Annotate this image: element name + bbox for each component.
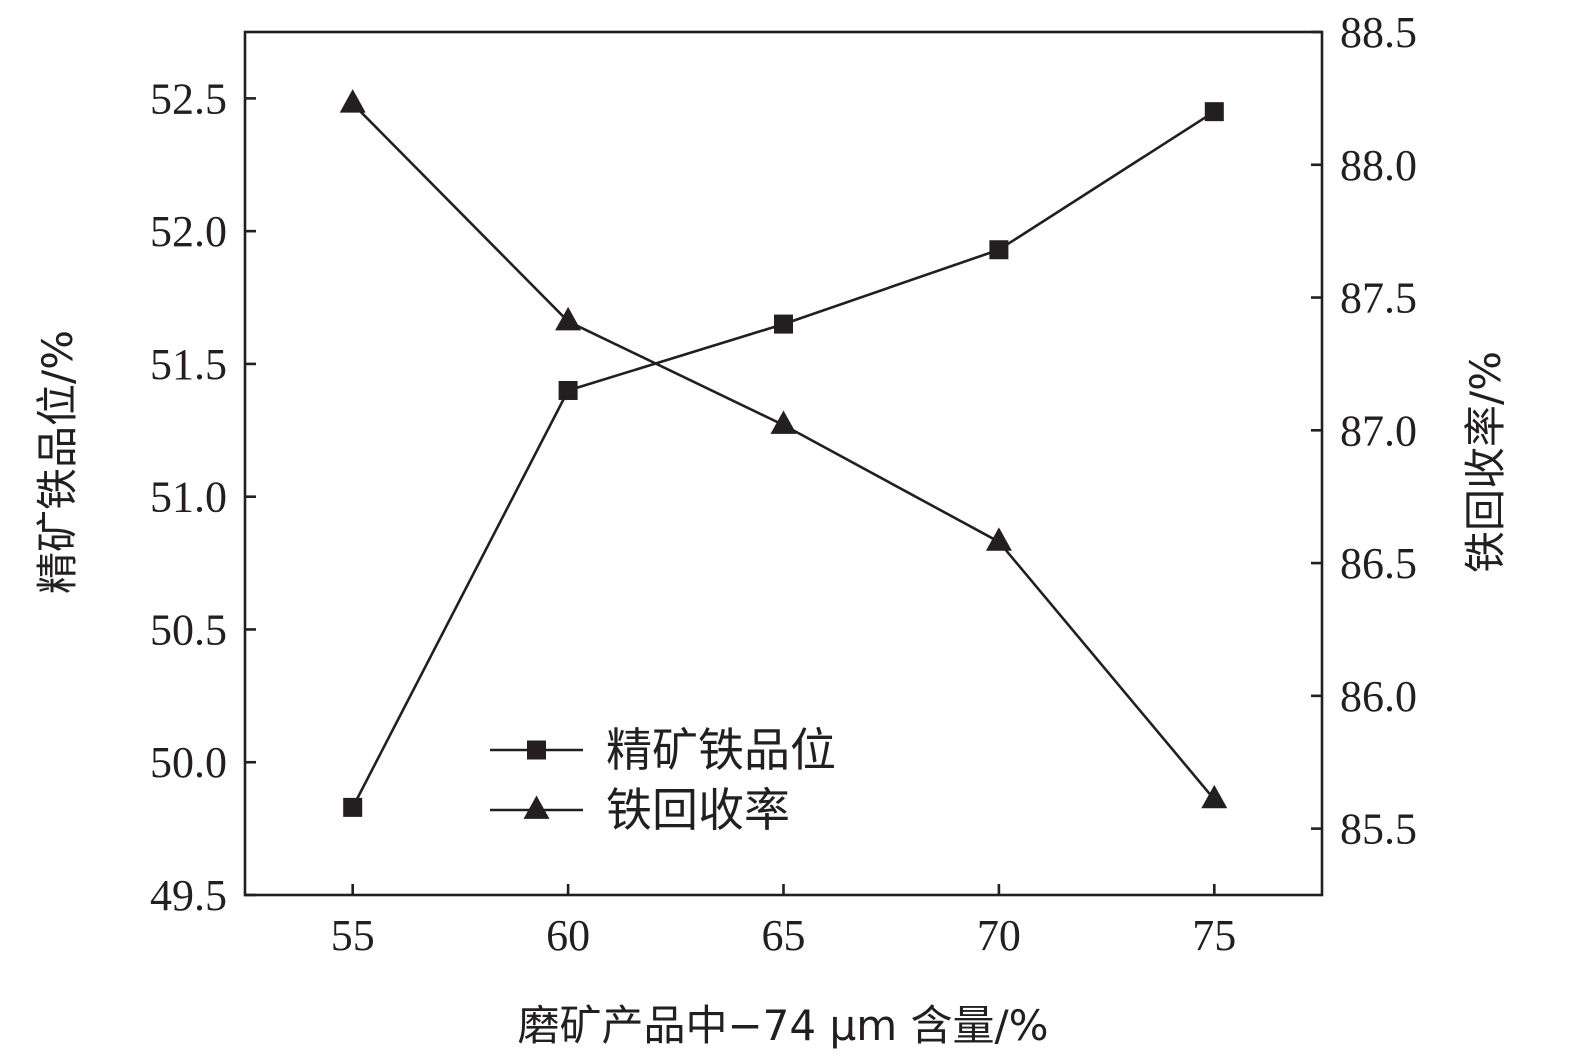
y-tick-label-left: 50.0 xyxy=(150,738,227,787)
legend-label-2: 铁回收率 xyxy=(606,783,790,837)
y-axis-title-right: 铁回收率/% xyxy=(1461,351,1510,573)
data-point-square xyxy=(1204,102,1224,122)
y-tick-label-right: 88.0 xyxy=(1340,141,1417,190)
legend-triangle-marker xyxy=(523,795,550,819)
series-line-1 xyxy=(351,110,1216,808)
tick-labels: 55 60 65 70 75 49.5 50.0 50.5 51.0 51.5 52.0 52.5 85… xyxy=(150,8,1417,960)
data-point-triangle xyxy=(985,527,1012,551)
y-tick-label-left: 52.0 xyxy=(150,207,227,256)
data-point-square xyxy=(343,797,363,817)
y-tick-label-right: 86.0 xyxy=(1340,672,1417,721)
data-point-triangle xyxy=(770,410,797,434)
x-tick-label: 65 xyxy=(762,911,806,960)
series-line-2 xyxy=(351,102,1216,801)
data-point-triangle xyxy=(339,89,366,113)
legend-square-marker xyxy=(527,740,546,760)
y-tick-label-left: 51.5 xyxy=(150,340,227,389)
y-tick-label-right: 85.5 xyxy=(1340,805,1417,854)
x-tick-label: 60 xyxy=(546,911,590,960)
x-axis-title: 磨矿产品中−74 μm 含量/% xyxy=(517,1001,1048,1050)
x-tick-label: 70 xyxy=(977,911,1021,960)
ticks xyxy=(245,30,1322,897)
y-tick-label-right: 86.5 xyxy=(1340,539,1417,588)
y-tick-label-left: 51.0 xyxy=(150,473,227,522)
data-point-triangle xyxy=(555,306,582,331)
y-tick-label-right: 87.0 xyxy=(1340,406,1417,455)
y-tick-label-left: 52.5 xyxy=(150,74,227,123)
y-axis-title-left: 精矿铁品位/% xyxy=(33,330,82,594)
data-point-square xyxy=(989,240,1009,260)
series-layer xyxy=(339,89,1228,817)
x-tick-label: 55 xyxy=(331,911,375,960)
y-tick-label-right: 87.5 xyxy=(1340,274,1417,323)
y-tick-label-right: 88.5 xyxy=(1340,8,1417,57)
x-tick-label: 75 xyxy=(1192,911,1236,960)
y-tick-label-left: 49.5 xyxy=(150,871,227,920)
data-point-square xyxy=(774,314,793,334)
data-point-square xyxy=(558,380,578,400)
data-point-triangle xyxy=(1201,784,1228,809)
y-tick-label-left: 50.5 xyxy=(150,605,227,654)
legend-label-1: 精矿铁品位 xyxy=(606,723,836,777)
